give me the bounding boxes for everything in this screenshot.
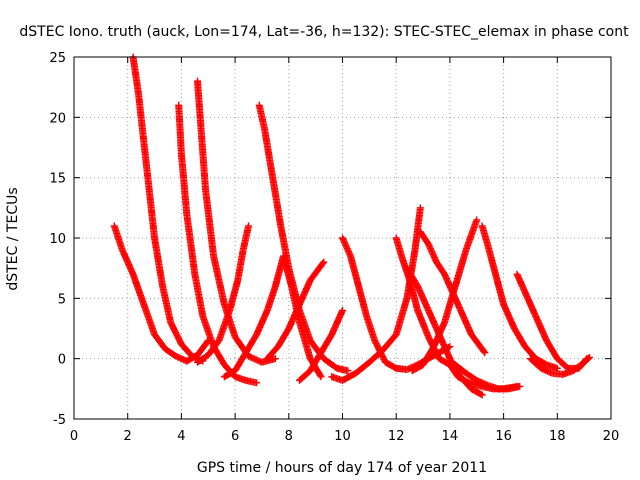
data-point [473,216,481,224]
x-tick-label: 0 [70,429,78,444]
axis-ticks [73,56,612,420]
data-series [296,306,346,384]
plot-frame [73,56,612,420]
x-tick-label: 2 [124,429,132,444]
y-tick-label: 5 [58,292,66,307]
data-point [316,371,324,379]
x-tick-label: 8 [285,429,293,444]
x-tick-label: 6 [231,429,239,444]
y-tick-label: 0 [58,353,66,368]
x-tick-label: 20 [603,429,620,444]
data-point [339,306,346,314]
data-points [110,53,594,399]
data-point [253,379,261,387]
data-point [516,382,524,390]
data-point [416,204,424,212]
data-point [317,373,325,381]
data-point [477,390,485,398]
y-tick-label: 15 [49,172,66,187]
data-point [446,343,454,351]
data-point [586,353,594,361]
x-tick-label: 12 [388,429,405,444]
data-point [320,258,328,266]
data-point [481,349,489,357]
x-tick-label: 4 [177,429,185,444]
y-tick-label: 25 [49,51,66,66]
data-point [271,355,279,363]
data-point [319,259,327,267]
y-tick-label: 20 [49,111,66,126]
y-tick-labels: -5 0 5 10 15 20 25 [49,51,66,428]
x-tick-labels: 0 2 4 6 8 10 12 14 16 18 20 [70,429,619,444]
y-tick-label: -5 [53,413,66,428]
data-series [478,222,561,372]
y-axis-label: dSTEC / TECUs [5,187,21,290]
data-point [584,354,592,362]
data-point [245,222,253,230]
data-point [480,347,488,355]
data-series [416,228,489,357]
data-point [344,367,352,375]
x-tick-label: 16 [495,429,512,444]
data-series [194,222,253,366]
y-tick-label: 10 [49,232,66,247]
x-axis-label: GPS time / hours of day 174 of year 2011 [197,460,487,476]
data-series [328,204,424,384]
data-series [129,53,207,365]
data-series [263,258,328,363]
data-point [478,391,486,399]
x-tick-label: 10 [334,429,351,444]
data-series [451,361,524,393]
data-series [526,353,594,378]
x-tick-label: 14 [442,429,459,444]
data-series [408,216,481,375]
data-series [175,101,261,387]
data-point [553,364,561,372]
chart-title: dSTEC Iono. truth (auck, Lon=174, Lat=-3… [19,24,629,40]
x-tick-label: 18 [549,429,566,444]
